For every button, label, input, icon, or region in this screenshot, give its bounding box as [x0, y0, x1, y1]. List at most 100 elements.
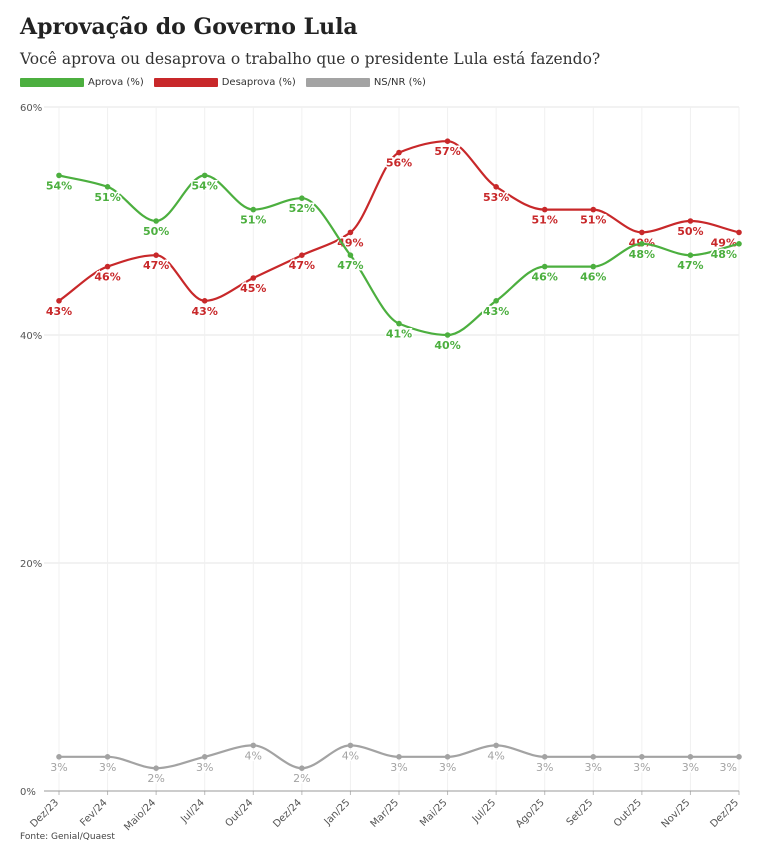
data-point-desaprova: [541, 206, 548, 213]
data-label-desaprova: 47%: [289, 259, 315, 272]
data-point-desaprova: [104, 263, 111, 270]
data-point-aprova: [541, 263, 548, 270]
y-tick-label: 0%: [20, 787, 36, 798]
data-point-nsnr: [396, 754, 402, 760]
data-point-aprova: [493, 298, 499, 304]
data-point-aprova: [687, 252, 694, 258]
data-label-aprova: 54%: [192, 179, 218, 192]
data-label-desaprova: 57%: [434, 145, 460, 158]
data-point-desaprova: [299, 252, 305, 258]
legend-swatch-nsnr: [305, 78, 370, 87]
data-point-desaprova: [444, 138, 451, 144]
data-point-aprova: [639, 241, 645, 247]
data-label-desaprova: 43%: [192, 305, 218, 318]
x-tick-label: Jan/25: [322, 797, 353, 828]
data-label-desaprova: 46%: [94, 271, 120, 284]
data-label-nsnr: 3%: [99, 761, 116, 774]
data-point-aprova: [104, 184, 111, 190]
data-label-desaprova: 53%: [483, 191, 509, 204]
data-point-nsnr: [493, 742, 499, 749]
x-tick-label: Mai/25: [418, 797, 450, 829]
legend-item-nsnr: NS/NR (%): [305, 77, 426, 88]
series-line-aprova: [58, 174, 740, 337]
data-label-aprova: 47%: [677, 259, 703, 272]
data-label-nsnr: 3%: [439, 761, 456, 774]
data-point-desaprova: [590, 206, 597, 213]
data-label-nsnr: 3%: [390, 761, 407, 774]
data-point-nsnr: [250, 742, 257, 749]
data-point-nsnr: [639, 754, 645, 760]
data-label-nsnr: 3%: [536, 761, 553, 774]
data-label-desaprova: 43%: [46, 305, 72, 318]
data-point-nsnr: [687, 754, 694, 760]
data-label-aprova: 48%: [711, 248, 737, 261]
x-tick-label: Out/24: [223, 797, 255, 829]
data-point-nsnr: [56, 754, 62, 760]
data-point-aprova: [250, 206, 257, 213]
data-point-nsnr: [104, 754, 111, 760]
x-tick-label: Set/25: [565, 797, 596, 828]
data-point-aprova: [299, 195, 305, 201]
x-tick-label: Fev/24: [78, 797, 109, 828]
data-label-aprova: 51%: [94, 191, 120, 204]
data-point-aprova: [153, 218, 159, 224]
data-label-aprova: 48%: [629, 248, 655, 261]
data-point-desaprova: [201, 298, 208, 304]
data-label-aprova: 43%: [483, 305, 509, 318]
data-point-desaprova: [153, 252, 159, 258]
data-point-aprova: [736, 241, 742, 247]
data-label-nsnr: 3%: [633, 761, 650, 774]
data-point-nsnr: [299, 765, 305, 771]
data-point-nsnr: [444, 754, 451, 760]
data-point-aprova: [347, 252, 354, 258]
legend-swatch-aprova: [20, 78, 84, 87]
y-tick-label: 40%: [20, 331, 42, 342]
data-label-desaprova: 45%: [240, 282, 266, 295]
legend-item-aprova: Aprova (%): [20, 77, 144, 88]
data-label-nsnr: 4%: [342, 749, 359, 762]
data-label-nsnr: 2%: [293, 772, 310, 785]
data-point-desaprova: [493, 184, 499, 190]
data-point-desaprova: [56, 298, 62, 304]
data-label-aprova: 46%: [580, 271, 606, 284]
data-point-desaprova: [639, 229, 645, 236]
x-tick-label: Out/25: [612, 797, 644, 829]
x-tick-label: Maio/24: [122, 797, 158, 833]
data-label-aprova: 40%: [434, 339, 460, 352]
legend-item-desaprova: Desaprova (%): [153, 77, 296, 88]
data-point-aprova: [396, 320, 402, 327]
data-label-nsnr: 4%: [245, 749, 262, 762]
data-point-desaprova: [687, 218, 694, 224]
data-label-nsnr: 2%: [147, 772, 164, 785]
data-point-desaprova: [396, 149, 402, 156]
legend-label-aprova: Aprova (%): [88, 77, 144, 88]
data-label-aprova: 52%: [289, 202, 315, 215]
data-label-nsnr: 3%: [720, 761, 737, 774]
source-note: Fonte: Genial/Quaest: [20, 832, 115, 842]
data-point-nsnr: [590, 754, 597, 760]
legend-swatch-desaprova: [153, 78, 218, 87]
legend-label-nsnr: NS/NR (%): [373, 77, 426, 88]
x-tick-label: Mar/25: [369, 797, 402, 830]
data-label-nsnr: 3%: [682, 761, 699, 774]
data-label-desaprova: 56%: [386, 157, 412, 170]
x-tick-label: Dez/25: [708, 797, 741, 830]
data-label-nsnr: 3%: [50, 761, 67, 774]
x-tick-label: Ago/25: [514, 797, 547, 830]
y-tick-label: 60%: [20, 103, 42, 114]
data-label-nsnr: 3%: [196, 761, 213, 774]
data-point-nsnr: [541, 754, 548, 760]
data-label-desaprova: 51%: [532, 214, 558, 227]
data-label-aprova: 51%: [240, 214, 266, 227]
chart-title: Aprovação do Governo Lula: [20, 14, 358, 40]
x-tick-label: Dez/24: [271, 797, 304, 830]
data-point-nsnr: [736, 754, 742, 760]
data-label-aprova: 46%: [532, 271, 558, 284]
data-point-aprova: [201, 172, 208, 179]
x-tick-label: Nov/25: [660, 797, 693, 830]
data-point-nsnr: [201, 754, 208, 760]
data-point-desaprova: [250, 275, 257, 281]
legend-label-desaprova: Desaprova (%): [221, 77, 296, 88]
data-label-aprova: 50%: [143, 225, 169, 238]
